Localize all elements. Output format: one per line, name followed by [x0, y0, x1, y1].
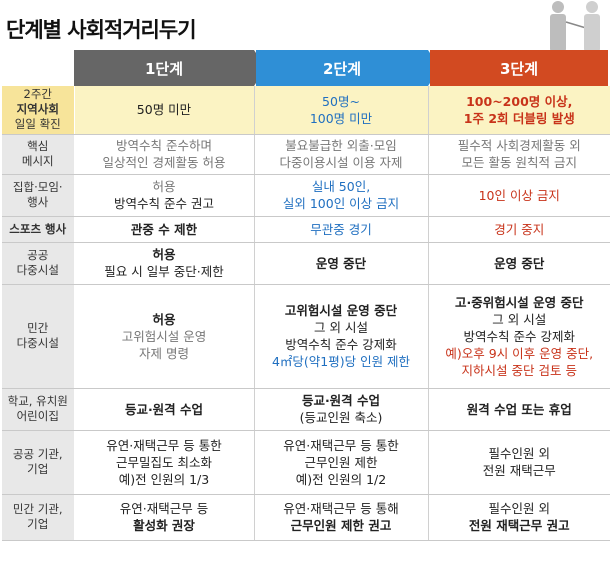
stage2-cell: 실내 50인, 실외 100인 이상 금지 [254, 174, 429, 217]
stage3-cell: 필수인원 외 전원 재택근무 권고 [428, 494, 610, 541]
stage1-cell: 허용 고위험시설 운영 자제 명령 [74, 284, 255, 389]
stage3-cell: 원격 수업 또는 휴업 [428, 388, 610, 431]
stage1-cell: 허용 필요 시 일부 중단·제한 [74, 242, 255, 285]
table-row: 공공 다중시설 허용 필요 시 일부 중단·제한 운영 중단 운영 중단 [2, 242, 610, 285]
stage3-cell: 필수인원 외 전원 재택근무 [428, 430, 610, 495]
stage3-cell: 필수적 사회경제활동 외 모든 활동 원칙적 금지 [428, 134, 610, 175]
stage1-cell: 50명 미만 [74, 86, 255, 135]
table-row: 스포츠 행사 관중 수 제한 무관중 경기 경기 중지 [2, 216, 610, 243]
table-row: 2주간 지역사회 일일 확진 50명 미만 50명~ 100명 미만 100~20… [2, 86, 610, 135]
table-row: 민간 다중시설 허용 고위험시설 운영 자제 명령 고위험시설 운영 중단 그 외… [2, 284, 610, 389]
distancing-table: 2주간 지역사회 일일 확진 50명 미만 50명~ 100명 미만 100~20… [2, 86, 610, 541]
stage2-cell: 고위험시설 운영 중단 그 외 시설 방역수칙 준수 강제화 4㎡당(약1평)당… [254, 284, 429, 389]
stage2-cell: 불요불급한 외출·모임 다중이용시설 이용 자제 [254, 134, 429, 175]
row-label-gathering: 집합·모임· 행사 [2, 174, 75, 217]
stage3-cell: 100~200명 이상, 1주 2회 더블링 발생 [428, 86, 610, 135]
stage3-header: 3단계 [430, 50, 608, 86]
stage1-cell: 허용 방역수칙 준수 권고 [74, 174, 255, 217]
stage2-cell: 운영 중단 [254, 242, 429, 285]
stage2-cell: 50명~ 100명 미만 [254, 86, 429, 135]
row-label-private-institutions: 민간 기관, 기업 [2, 494, 75, 541]
row-label-sports: 스포츠 행사 [2, 216, 75, 243]
stage1-cell: 유연·재택근무 등 통한 근무밀집도 최소화 예)전 인원의 1/3 [74, 430, 255, 495]
stage2-cell: 유연·재택근무 등 통해 근무인원 제한 권고 [254, 494, 429, 541]
stage1-cell: 방역수칙 준수하며 일상적인 경제활동 허용 [74, 134, 255, 175]
stage3-cell: 경기 중지 [428, 216, 610, 243]
page-title: 단계별 사회적거리두기 [6, 18, 197, 42]
stage2-cell: 등교·원격 수업 (등교인원 축소) [254, 388, 429, 431]
stage2-header: 2단계 [256, 50, 428, 86]
table-row: 집합·모임· 행사 허용 방역수칙 준수 권고 실내 50인, 실외 100인 이상 … [2, 174, 610, 217]
stage3-cell: 10인 이상 금지 [428, 174, 610, 217]
table-row: 민간 기관, 기업 유연·재택근무 등 활성화 권장 유연·재택근무 등 통해 근무인… [2, 494, 610, 541]
table-row: 학교, 유치원 어린이집 등교·원격 수업 등교·원격 수업 (등교인원 축소) 원… [2, 388, 610, 431]
row-label-public-institutions: 공공 기관, 기업 [2, 430, 75, 495]
row-label-daily-cases: 2주간 지역사회 일일 확진 [2, 86, 75, 135]
stage2-cell: 유연·재택근무 등 통한 근무인원 제한 예)전 인원의 1/2 [254, 430, 429, 495]
row-label-private-facilities: 민간 다중시설 [2, 284, 75, 389]
stage2-cell: 무관중 경기 [254, 216, 429, 243]
row-label-public-facilities: 공공 다중시설 [2, 242, 75, 285]
stage1-cell: 유연·재택근무 등 활성화 권장 [74, 494, 255, 541]
table-row: 핵심 메시지 방역수칙 준수하며 일상적인 경제활동 허용 불요불급한 외출·모임 다… [2, 134, 610, 175]
stage1-cell: 관중 수 제한 [74, 216, 255, 243]
stage1-cell: 등교·원격 수업 [74, 388, 255, 431]
row-label-schools: 학교, 유치원 어린이집 [2, 388, 75, 431]
stage3-cell: 고·중위험시설 운영 중단 그 외 시설 방역수칙 준수 강제화 예)오후 9시… [428, 284, 610, 389]
row-label-message: 핵심 메시지 [2, 134, 75, 175]
table-row: 공공 기관, 기업 유연·재택근무 등 통한 근무밀집도 최소화 예)전 인원의 1/… [2, 430, 610, 495]
stage3-cell: 운영 중단 [428, 242, 610, 285]
stage1-header: 1단계 [74, 50, 254, 86]
people-icon [550, 1, 600, 52]
